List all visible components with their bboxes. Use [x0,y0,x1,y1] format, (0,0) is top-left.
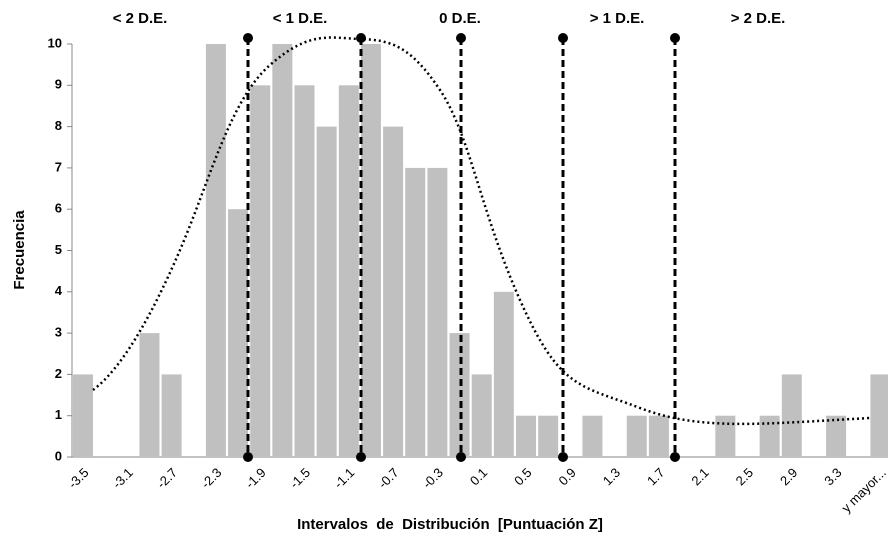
x-tick-label: 2.1 [688,465,711,488]
y-tick-label: 9 [55,77,62,92]
bar [161,374,182,457]
annotation: 0 D.E. [439,10,481,27]
sd-marker [670,33,680,43]
annotation: < 2 D.E. [113,10,168,27]
y-tick-label: 3 [55,325,62,340]
bar [405,167,426,457]
bar [538,415,559,457]
annotation: > 1 D.E. [590,10,645,27]
bar [294,85,315,458]
sd-marker [356,452,366,462]
bar [73,374,93,457]
x-tick-label: 2.5 [733,465,756,488]
x-tick-label: -3.5 [65,465,91,491]
x-tick-label: -0.3 [420,465,446,491]
sd-marker [670,452,680,462]
x-tick-label: -1.1 [331,465,357,491]
bar [715,415,736,457]
x-tick-label: 0.9 [555,465,578,488]
bar [139,333,160,457]
x-tick-label: -2.3 [198,465,224,491]
sd-marker [243,33,253,43]
y-tick-label: 5 [55,242,62,257]
bar [360,44,381,457]
y-tick-label: 2 [55,366,62,381]
sd-marker [356,33,366,43]
bar [626,415,647,457]
annotation: > 2 D.E. [731,10,786,27]
bar [516,415,536,457]
x-tick-label: 0.5 [511,465,534,488]
y-tick-label: 0 [55,448,62,463]
x-tick-label: -3.1 [109,465,135,491]
bar [582,415,603,457]
sd-marker [558,452,568,462]
x-tick-label: 1.7 [644,465,667,488]
x-tick-label: 0.1 [467,465,490,488]
bar [383,126,404,457]
bar [826,415,847,457]
bar [250,85,271,458]
y-tick-label: 8 [55,118,62,133]
bar [338,85,359,458]
bar [316,126,337,457]
bar [870,374,888,457]
bar [493,291,514,457]
bar [471,374,492,457]
x-tick-label: -1.9 [242,465,268,491]
y-tick-label: 4 [55,283,63,298]
annotation: < 1 D.E. [273,10,328,27]
x-axis-label: Intervalos de Distribución [Puntuación Z… [297,516,603,533]
x-tick-label: -1.5 [287,465,313,491]
sd-marker [456,33,466,43]
y-axis-label: Frecuencia [11,210,28,290]
bar [427,167,448,457]
x-tick-label: y mayor... [838,465,888,515]
sd-marker [456,452,466,462]
bar [205,44,226,457]
bar [272,44,293,457]
trend-curve [92,36,871,426]
x-tick-label: -0.7 [375,465,401,491]
x-tick-label: -2.7 [154,465,180,491]
x-tick-label: 1.3 [600,465,623,488]
bar [781,374,802,457]
sd-marker [243,452,253,462]
x-tick-label: 2.9 [777,465,800,488]
bar [759,415,780,457]
sd-marker [558,33,568,43]
bar [648,415,669,457]
x-tick-label: 3.3 [821,465,844,488]
bar [228,209,249,457]
y-tick-label: 10 [48,35,62,50]
y-tick-label: 7 [55,159,62,174]
y-tick-label: 1 [55,407,62,422]
y-tick-label: 6 [55,201,62,216]
